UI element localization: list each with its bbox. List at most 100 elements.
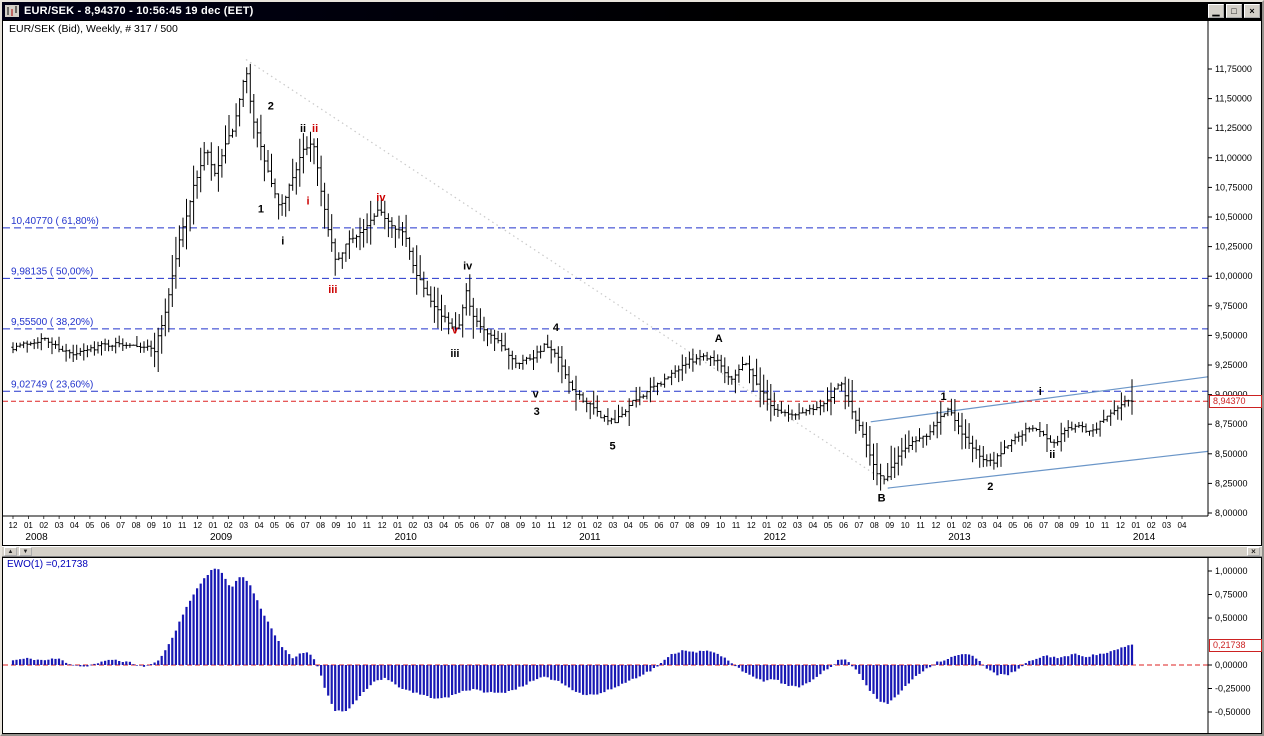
channel-line	[887, 450, 1208, 489]
x-month-label: 04	[624, 521, 633, 530]
wave-label: ii	[312, 123, 318, 135]
y-axis-label: 10,50000	[1215, 212, 1253, 222]
x-month-label: 02	[408, 521, 417, 530]
x-month-label: 06	[101, 521, 110, 530]
splitter-down-button[interactable]: ▼	[19, 547, 32, 556]
x-month-label: 11	[1101, 521, 1110, 530]
y-axis-label: 9,75000	[1215, 301, 1248, 311]
window-title: EUR/SEK - 8,94370 - 10:56:45 19 dec (EET…	[24, 5, 254, 17]
ewo-chart-svg[interactable]: 1,00000 0,75000 0,50000 0,00000 -0,25000 -0,5…	[3, 558, 1261, 733]
wave-label: 2	[268, 101, 274, 113]
y-axis-label: 8,50000	[1215, 449, 1248, 459]
x-month-label: 01	[947, 521, 956, 530]
x-month-label: 05	[1008, 521, 1017, 530]
x-month-label: 03	[239, 521, 248, 530]
x-month-label: 07	[301, 521, 310, 530]
price-bars	[11, 63, 1134, 491]
price-chart-svg[interactable]: 10,40770 ( 61,80%) 9,98135 ( 50,00%) 9,555…	[3, 21, 1261, 545]
x-month-label: 02	[962, 521, 971, 530]
wave-label: v	[452, 325, 459, 337]
y-axis-label: 10,75000	[1215, 182, 1253, 192]
x-month-label: 02	[593, 521, 602, 530]
y-axis-label: 11,00000	[1215, 153, 1252, 163]
ewo-header: EWO(1) =0,21738	[7, 559, 88, 570]
y-axis-label: 10,00000	[1215, 271, 1253, 281]
trendline-dotted	[245, 58, 886, 482]
x-month-label: 04	[808, 521, 817, 530]
wave-label: iv	[463, 261, 473, 273]
x-month-label: 06	[839, 521, 848, 530]
x-month-label: 07	[116, 521, 125, 530]
x-month-label: 12	[193, 521, 202, 530]
x-month-label: 03	[424, 521, 433, 530]
panel-splitter[interactable]: ▲ ▼ ×	[2, 546, 1262, 557]
y-axis-label: 9,00000	[1215, 390, 1248, 400]
x-month-label: 09	[885, 521, 894, 530]
x-month-label: 06	[285, 521, 294, 530]
x-month-label: 03	[1162, 521, 1171, 530]
x-month-label: 08	[132, 521, 141, 530]
wave-label: B	[878, 493, 886, 505]
indicator-close-button[interactable]: ×	[1247, 547, 1260, 556]
y-axis-label: 11,50000	[1215, 94, 1252, 104]
wave-label: i	[1039, 386, 1042, 398]
x-month-label: 01	[393, 521, 402, 530]
wave-label: iii	[450, 348, 459, 360]
x-year-label: 2010	[395, 532, 418, 543]
channel-line	[870, 376, 1208, 423]
x-month-label: 12	[1116, 521, 1125, 530]
x-month-label: 04	[1178, 521, 1187, 530]
y-axis-label: 8,75000	[1215, 419, 1248, 429]
x-month-label: 10	[347, 521, 356, 530]
splitter-up-button[interactable]: ▲	[4, 547, 17, 556]
titlebar[interactable]: EUR/SEK - 8,94370 - 10:56:45 19 dec (EET…	[2, 2, 1262, 20]
x-month-label: 10	[1085, 521, 1094, 530]
x-month-label: 06	[470, 521, 479, 530]
x-year-label: 2014	[1133, 532, 1156, 543]
x-year-label: 2009	[210, 532, 233, 543]
fib-label: 9,55500 ( 38,20%)	[11, 317, 93, 328]
x-year-label: 2013	[948, 532, 971, 543]
x-month-label: 01	[24, 521, 33, 530]
x-month-label: 02	[39, 521, 48, 530]
x-year-label: 2008	[25, 532, 48, 543]
x-month-label: 11	[916, 521, 925, 530]
restore-button[interactable]: □	[1226, 4, 1242, 18]
close-button[interactable]: ×	[1244, 4, 1260, 18]
x-month-label: 04	[993, 521, 1002, 530]
x-month-label: 01	[209, 521, 218, 530]
x-month-label: 11	[363, 521, 372, 530]
current-price-tag: 8,94370	[1209, 395, 1262, 408]
wave-label: 1	[941, 391, 947, 403]
y-axis-label: 10,25000	[1215, 242, 1253, 252]
x-month-label: 05	[455, 521, 464, 530]
x-month-label: 03	[793, 521, 802, 530]
y-axis-label: 9,25000	[1215, 360, 1248, 370]
x-month-label: 11	[178, 521, 187, 530]
ewo-y-axis-label: -0,50000	[1215, 707, 1251, 717]
ewo-chart-panel[interactable]: 1,00000 0,75000 0,50000 0,00000 -0,25000 -0,5…	[2, 557, 1262, 734]
minimize-button[interactable]: ▁	[1208, 4, 1224, 18]
wave-label: 5	[609, 441, 615, 453]
x-month-label: 07	[670, 521, 679, 530]
wave-label: 1	[258, 204, 264, 216]
x-month-label: 07	[855, 521, 864, 530]
x-year-label: 2011	[579, 532, 601, 543]
wave-label: 3	[534, 406, 540, 418]
wave-label: A	[715, 333, 723, 345]
price-chart-panel[interactable]: 10,40770 ( 61,80%) 9,98135 ( 50,00%) 9,555…	[2, 20, 1262, 546]
wave-label: i	[281, 236, 284, 248]
x-month-label: 04	[439, 521, 448, 530]
fib-label: 9,02749 ( 23,60%)	[11, 379, 93, 390]
x-year-label: 2012	[764, 532, 787, 543]
x-month-label: 04	[255, 521, 264, 530]
x-month-label: 01	[1131, 521, 1140, 530]
x-month-label: 10	[162, 521, 171, 530]
y-axis-label: 9,50000	[1215, 330, 1248, 340]
x-month-label: 09	[701, 521, 710, 530]
x-month-label: 08	[870, 521, 879, 530]
ewo-y-axis-label: 0,00000	[1215, 660, 1248, 670]
wave-label: 2	[987, 481, 993, 493]
x-month-label: 04	[70, 521, 79, 530]
ewo-y-axis-label: 0,75000	[1215, 590, 1248, 600]
